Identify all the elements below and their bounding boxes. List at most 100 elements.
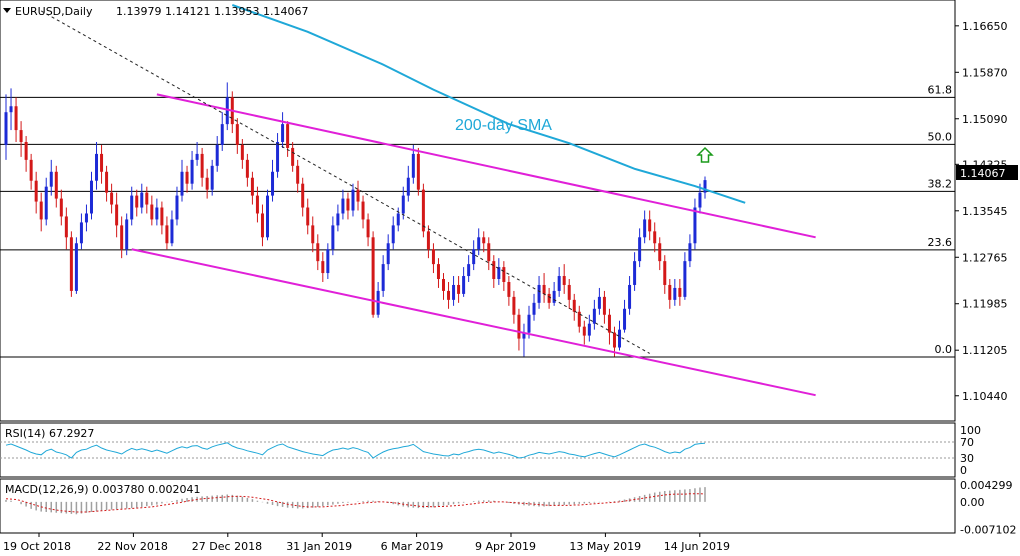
candle-body — [648, 219, 652, 232]
macd-tick-label: 0.004299 — [960, 479, 1013, 492]
chart-symbol-label: EURUSD,Daily — [15, 5, 93, 18]
candle-body — [120, 225, 124, 250]
candle-body — [296, 165, 300, 184]
candle-body — [487, 243, 491, 262]
candle-body — [84, 213, 88, 223]
time-tick-label: 19 Oct 2018 — [3, 540, 71, 553]
candle-body — [612, 332, 616, 348]
candle-body — [95, 153, 99, 181]
candle-body — [361, 201, 365, 220]
candle-body — [175, 195, 179, 220]
candlestick-series — [4, 82, 707, 357]
channel-upper-line — [156, 93, 816, 239]
candle-body — [165, 225, 169, 244]
candle-body — [703, 180, 707, 193]
candle-body — [321, 261, 325, 274]
candle-body — [160, 207, 164, 226]
candle-body — [301, 183, 305, 208]
candle-body — [145, 192, 149, 205]
candle-body — [457, 284, 461, 294]
candle-body — [100, 153, 104, 172]
candle-body — [411, 153, 415, 178]
candle-body — [447, 290, 451, 300]
candle-body — [517, 314, 521, 339]
candle-body — [14, 106, 18, 131]
candle-body — [260, 213, 264, 238]
rsi-panel — [0, 422, 956, 478]
candle-body — [281, 124, 285, 142]
candle-body — [155, 207, 159, 220]
price-tick-label: 1.11985 — [962, 298, 1008, 311]
candle-body — [341, 198, 345, 214]
candle-body — [582, 326, 586, 336]
time-tick-label: 9 Apr 2019 — [475, 540, 536, 553]
sma-200-line — [231, 4, 746, 204]
candle-body — [286, 124, 290, 148]
candle-body — [416, 153, 420, 190]
time-tick-label: 13 May 2019 — [569, 540, 641, 553]
candle-body — [336, 213, 340, 226]
candle-body — [572, 299, 576, 312]
candle-body — [225, 97, 229, 125]
candle-body — [472, 249, 476, 265]
price-axis: 1.166501.158701.150901.143251.135451.127… — [955, 20, 1008, 403]
macd-tick-label: -0.007102 — [960, 523, 1016, 536]
fib-level-label: 61.8 — [928, 83, 953, 96]
candle-body — [607, 314, 611, 333]
candle-body — [29, 159, 33, 181]
candle-body — [502, 267, 506, 282]
candle-body — [673, 287, 677, 300]
candle-body — [482, 237, 486, 244]
sma-label: 200-day SMA — [455, 117, 552, 134]
candle-body — [34, 180, 38, 202]
candle-body — [291, 147, 295, 166]
candle-body — [276, 141, 280, 172]
candle-body — [110, 192, 114, 205]
candle-body — [59, 198, 63, 217]
candle-body — [4, 112, 8, 145]
candle-body — [331, 225, 335, 250]
dotted-trendline-line — [40, 10, 650, 354]
rsi-tick-label: 100 — [960, 424, 981, 437]
fib-level-label: 23.6 — [928, 236, 953, 249]
candle-body — [638, 237, 642, 262]
candle-body — [125, 219, 129, 250]
price-tick-label: 1.15090 — [962, 113, 1008, 126]
candle-body — [306, 207, 310, 226]
fibonacci-levels: 61.8 50.0 38.2 23.6 0.0 — [0, 83, 955, 358]
candle-body — [442, 279, 446, 291]
current-price-value: 1.14067 — [960, 167, 1006, 180]
candle-body — [326, 249, 330, 274]
candle-body — [658, 243, 662, 262]
candle-body — [643, 219, 647, 238]
candle-body — [115, 204, 119, 226]
main-price-panel — [0, 0, 956, 422]
candle-body — [623, 308, 627, 330]
rsi-line — [5, 442, 706, 459]
candle-body — [19, 130, 23, 142]
candle-body — [200, 153, 204, 178]
candle-body — [467, 264, 471, 277]
candle-body — [688, 243, 692, 262]
price-tick-label: 1.15870 — [962, 66, 1008, 79]
candle-body — [592, 308, 596, 324]
candle-body — [492, 261, 496, 280]
dropdown-triangle-icon[interactable] — [3, 8, 11, 13]
ohlc-readout: 1.13979 1.14121 1.13953 1.14067 — [116, 5, 308, 18]
price-tick-label: 1.11205 — [962, 344, 1008, 357]
overlay-lines — [40, 4, 816, 397]
time-tick-label: 31 Jan 2019 — [286, 540, 352, 553]
fib-level-label: 38.2 — [928, 177, 953, 190]
candle-body — [436, 264, 440, 280]
up-arrow-icon — [696, 146, 714, 163]
candle-body — [527, 314, 531, 333]
candle-body — [215, 144, 219, 166]
candle-body — [69, 237, 73, 291]
candle-body — [346, 198, 350, 211]
candle-body — [316, 243, 320, 262]
candle-body — [366, 219, 370, 238]
candle-body — [265, 195, 269, 238]
candle-body — [587, 323, 591, 336]
candle-body — [180, 171, 184, 196]
